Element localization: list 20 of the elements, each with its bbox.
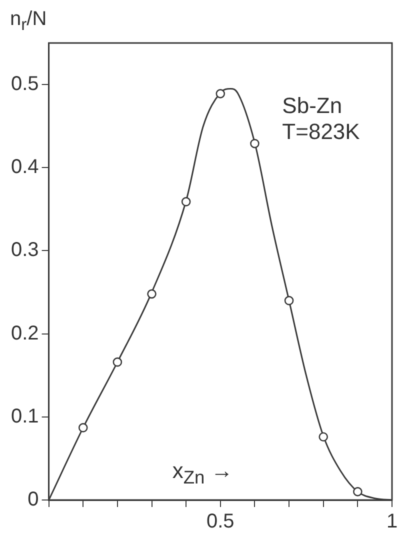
- point: [112, 357, 122, 367]
- y-axis-title: n$_{r}$/N: [10, 8, 47, 35]
- point: [353, 487, 362, 496]
- point: [78, 423, 88, 432]
- y-tick-label: 0.3: [10, 239, 39, 262]
- point: [250, 138, 260, 148]
- point: [284, 296, 294, 306]
- point: [216, 89, 226, 98]
- annotation: Sb-Zn: [282, 93, 342, 118]
- y-tick-label: 0: [28, 488, 39, 511]
- y-tick-label: 0.1: [10, 405, 39, 428]
- point: [318, 432, 328, 442]
- y-tick-label: 0.2: [10, 322, 39, 344]
- point: [147, 289, 156, 299]
- point: [181, 197, 191, 206]
- x-tick-label: 1: [386, 510, 398, 533]
- y-tick-label: 0.5: [10, 73, 39, 96]
- annotation: T=823K: [282, 119, 360, 144]
- x-axis-title: x$_{Zn}$ →: [172, 458, 233, 488]
- y-tick-label: 0.4: [10, 156, 39, 178]
